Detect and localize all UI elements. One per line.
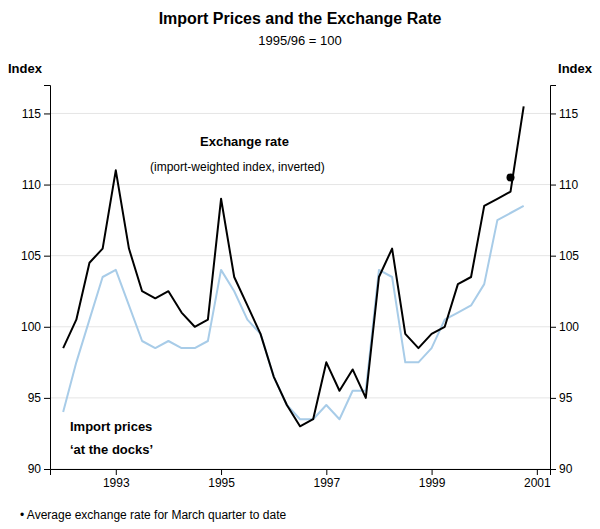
tick-label: 105 (21, 249, 41, 263)
tick: 90 (550, 462, 573, 476)
tick-mark (432, 469, 433, 475)
tick-label: 110 (22, 178, 41, 192)
tick: 105 (21, 249, 50, 263)
tick-mark (116, 469, 117, 475)
tick-mark (550, 256, 556, 257)
chart: Import Prices and the Exchange Rate 1995/… (0, 0, 600, 529)
tick-mark (326, 469, 327, 475)
axis-line (551, 86, 557, 470)
line (63, 206, 524, 419)
tick: 90 (28, 462, 50, 476)
tick-label: 100 (559, 320, 579, 334)
tick-label: 1993 (103, 476, 130, 490)
tick: 100 (21, 320, 50, 334)
tick-mark (44, 256, 50, 257)
tick-mark (550, 398, 556, 399)
tick-label: 115 (22, 107, 41, 121)
annotation: (import-weighted index, inverted) (150, 160, 325, 174)
axis-line (51, 470, 551, 476)
tick-mark (44, 113, 50, 114)
tick-label: 90 (559, 462, 573, 476)
tick-mark (550, 469, 556, 470)
y-axis: 90 95 100 105 110 115 (21, 86, 51, 477)
series-label: Import prices (70, 419, 152, 434)
tick-mark (44, 185, 50, 186)
y-axis-label: Index (8, 61, 43, 76)
tick: 1997 (313, 469, 340, 490)
footnote: • Average exchange rate for March quarte… (20, 508, 286, 522)
tick-label: 1997 (313, 476, 340, 490)
tick: 110 (550, 178, 578, 192)
tick-label: 100 (21, 320, 41, 334)
tick-mark (44, 469, 50, 470)
marks (63, 106, 524, 426)
grid-line (50, 397, 550, 398)
title: Import Prices and the Exchange Rate (159, 10, 442, 27)
tick-label: 2001 (524, 476, 551, 490)
tick: 115 (22, 107, 50, 121)
tick-label: 105 (559, 249, 579, 263)
line (63, 106, 524, 426)
subtitle: 1995/96 = 100 (258, 33, 342, 48)
tick: 100 (550, 320, 579, 334)
series-label: Exchange rate (200, 134, 289, 149)
tick-label: 90 (28, 462, 42, 476)
tick: 105 (550, 249, 579, 263)
grid-line (50, 326, 550, 327)
tick-mark (550, 113, 556, 114)
tick-label: 95 (28, 391, 42, 405)
tick-label: 115 (559, 107, 578, 121)
tick-mark (44, 327, 50, 328)
tick: 115 (550, 107, 578, 121)
tick-label: 95 (559, 391, 573, 405)
annotations: Exchange rate (import-weighted index, inv… (70, 134, 325, 456)
point (507, 173, 515, 181)
tick-mark (537, 469, 538, 475)
grid-line (50, 184, 550, 185)
tick-label: 1995 (208, 476, 235, 490)
tick: 2001 (524, 469, 551, 490)
tick-label: 1999 (419, 476, 446, 490)
axis-line (44, 86, 51, 470)
y2-axis-label: Index (558, 61, 593, 76)
x-axis: 1993 1995 1997 1999 2001 (51, 469, 552, 490)
tick-mark (44, 398, 50, 399)
tick: 1995 (208, 469, 235, 490)
tick-mark (221, 469, 222, 475)
tick-mark (550, 327, 556, 328)
tick: 95 (28, 391, 50, 405)
tick-label: 110 (559, 178, 578, 192)
plot-area: 1993 1995 1997 1999 2001 90 95 100 105 110 115 90 95… (21, 86, 579, 490)
tick: 1993 (103, 469, 130, 490)
tick: 95 (550, 391, 573, 405)
tick: 110 (22, 178, 50, 192)
grid (50, 113, 550, 469)
grid-line (50, 113, 550, 114)
y2-axis: 90 95 100 105 110 115 (550, 86, 579, 477)
tick: 1999 (419, 469, 446, 490)
tick-mark (550, 185, 556, 186)
annotation: ‘at the docks’ (70, 442, 153, 457)
